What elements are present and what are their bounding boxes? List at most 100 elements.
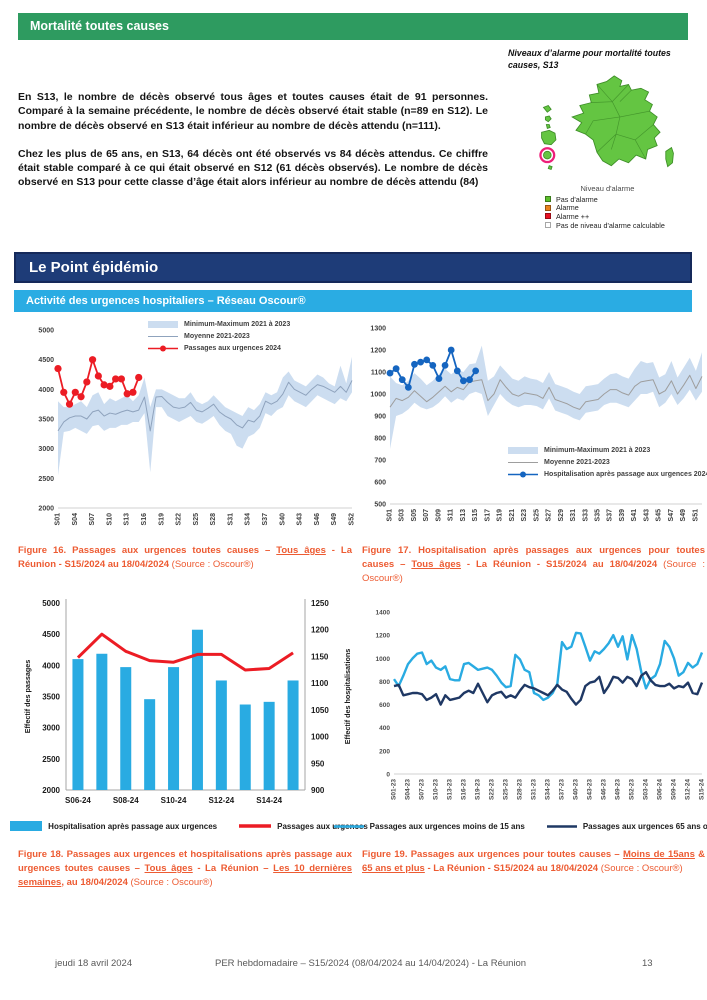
x-tick-label: S37-23 (559, 779, 566, 800)
island-small (545, 124, 551, 129)
caption-segment: Tous âges (411, 559, 461, 570)
legend-item: Passages aux urgences (239, 821, 368, 831)
oscour-section-header: Activité des urgences hospitaliers – Rés… (14, 290, 692, 312)
right-y-tick-label: 1100 (311, 679, 329, 688)
x-tick-label: S37 (607, 509, 614, 522)
caption-segment: (Source : Oscour®) (600, 863, 683, 874)
y-tick-label: 1200 (376, 633, 391, 640)
right-y-tick-label: 1250 (311, 599, 329, 608)
y-tick-label: 1200 (370, 348, 386, 355)
x-tick-label: S31 (570, 509, 577, 522)
x-tick-label: S46-23 (601, 779, 608, 800)
y-tick-label: 0 (386, 772, 390, 779)
right-y-tick-label: 900 (311, 786, 325, 795)
alarm-legend: Pas d'alarme Alarme Alarme ++ Pas de niv… (545, 194, 665, 230)
x-tick-label: S19-23 (475, 779, 482, 800)
left-axis-title: Effectif des passages (23, 660, 32, 734)
alarm-legend-swatch (545, 196, 551, 203)
y-tick-label: 1400 (376, 610, 391, 617)
series-marker (60, 388, 68, 396)
alarm-legend-label: Pas d'alarme (556, 194, 598, 204)
chart-legend: Passages aux urgences moins de 15 ans Pas… (333, 822, 707, 831)
legend-item: Minimum-Maximum 2021 à 2023 (148, 320, 290, 329)
caption-segment: Figure 18. Passages aux urgences et hosp… (18, 849, 352, 874)
caption-segment: 65 ans et plus (362, 863, 425, 874)
left-y-tick-label: 3000 (42, 724, 60, 733)
x-tick-label: S34 (245, 513, 252, 526)
legend-label: Minimum-Maximum 2021 à 2023 (544, 447, 651, 454)
legend-label: Hospitalisation après passage aux urgenc… (544, 471, 707, 478)
x-tick-label: S06-24 (657, 779, 664, 800)
x-tick-label: S28-23 (517, 779, 524, 800)
y-tick-label: 4000 (38, 387, 54, 394)
x-tick-label: S12-24 (208, 796, 234, 805)
legend-item: Hospitalisation après passage aux urgenc… (10, 821, 217, 831)
caption-segment: Moins de 15ans (622, 849, 695, 860)
caption-segment: , au 18/04/2024 (61, 877, 131, 888)
right-y-tick-label: 1000 (311, 733, 329, 742)
x-tick-label: S23 (521, 509, 528, 522)
x-tick-label: S06-24 (65, 796, 91, 805)
legend-label: Passages aux urgences (277, 821, 368, 831)
x-tick-label: S45 (656, 509, 663, 522)
y-tick-label: 2500 (38, 476, 54, 483)
y-tick-label: 1000 (370, 392, 386, 399)
series-marker (441, 362, 449, 369)
x-tick-label: S12-24 (685, 779, 692, 800)
x-tick-label: S05 (411, 509, 418, 522)
series-marker (106, 382, 114, 390)
x-tick-label: S43-23 (587, 779, 594, 800)
alarm-legend-swatch (545, 204, 551, 211)
alarm-panel-title: Niveaux d’alarme pour mortalité toutes c… (508, 48, 671, 70)
x-tick-label: S25 (193, 513, 200, 526)
legend-label: Minimum-Maximum 2021 à 2023 (184, 321, 291, 328)
x-tick-label: S49 (680, 509, 687, 522)
x-tick-label: S13-23 (447, 779, 454, 800)
caption-segment: Tous âges (276, 545, 326, 556)
footer-date: jeudi 18 avril 2024 (55, 958, 133, 969)
left-y-tick-label: 4000 (42, 661, 60, 670)
caption-segment: - La Réunion - S15/2024 au 18/04/2024 (460, 559, 664, 570)
chart-fig19-age-groups: 0 200 400 600 800 1000 1200 1400 S01-23 S04-23 S07… (333, 598, 707, 844)
x-tick-label: S14-24 (256, 796, 282, 805)
legend-item: Passages aux urgences moins de 15 ans (333, 822, 525, 831)
series-marker (129, 388, 137, 396)
series-marker (423, 356, 431, 364)
y-tick-label: 3500 (38, 417, 54, 424)
series-line (76, 632, 294, 672)
y-tick-label: 200 (379, 748, 390, 755)
bar (287, 680, 299, 790)
caption-segment: - La Réunion – (192, 863, 274, 874)
france-region-borders (585, 84, 654, 160)
caption-fig17: Figure 17. Hospitalisation après passage… (362, 544, 705, 586)
x-tick-label: S46 (314, 513, 321, 526)
y-tick-label: 1100 (371, 370, 386, 377)
alarm-legend-title: Niveau d'alarme (580, 184, 635, 193)
bar (96, 653, 108, 790)
x-tick-label: S15-24 (699, 779, 706, 800)
series-marker (447, 346, 455, 354)
legend-label: Moyenne 2021-2023 (184, 333, 250, 340)
x-tick-label: S03-24 (643, 779, 650, 800)
series-marker (429, 362, 437, 369)
x-tick-label: S19 (497, 509, 504, 522)
series-marker (392, 365, 400, 373)
legend-item: Minimum-Maximum 2021 à 2023 (508, 446, 707, 455)
bar (72, 659, 84, 790)
x-tick-label: S27 (546, 509, 553, 522)
mortality-paragraph-1: En S13, le nombre de décès observé tous … (18, 91, 488, 132)
footer-document-title: PER hebdomadaire – S15/2024 (08/04/2024 … (215, 958, 527, 969)
bar (168, 667, 180, 790)
series-marker (460, 377, 467, 385)
bar (120, 667, 132, 790)
series-line (393, 670, 704, 706)
y-tick-label: 600 (374, 480, 386, 487)
caption-segment: (Source : Oscour®) (362, 559, 705, 584)
band-min-max (58, 356, 352, 476)
x-tick-label: S22 (176, 513, 183, 526)
x-tick-label: S31-23 (531, 779, 538, 800)
x-tick-label: S08-24 (113, 796, 139, 805)
series-marker (472, 367, 480, 375)
mortality-section-header: Mortalité toutes causes (18, 13, 688, 40)
x-tick-label: S19 (158, 513, 165, 526)
